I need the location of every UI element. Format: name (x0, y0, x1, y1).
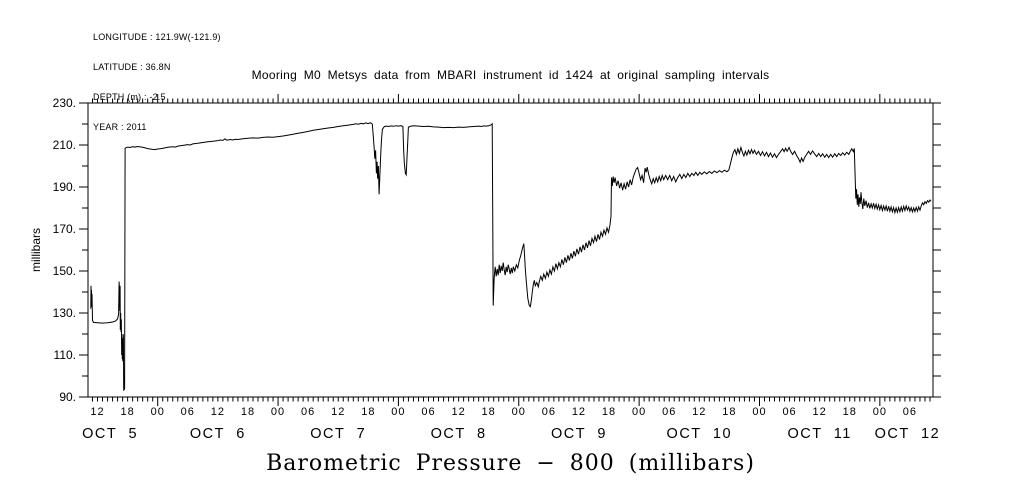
plot-frame (87, 102, 934, 398)
y-tick-label: 150. (53, 264, 76, 278)
y-tick-label: 90. (59, 390, 76, 404)
x-hour-label: 06 (782, 406, 796, 418)
x-hour-label: 18 (120, 406, 134, 418)
x-hour-label: 18 (722, 406, 736, 418)
x-hour-label: 18 (482, 406, 496, 418)
x-hour-label: 06 (662, 406, 676, 418)
y-tick-label: 190. (53, 180, 76, 194)
x-hour-label: 00 (271, 406, 285, 418)
x-hour-label: 12 (572, 406, 586, 418)
x-date-label: OCT 12 (875, 426, 941, 442)
x-hour-label: 12 (90, 406, 104, 418)
x-hour-label: 00 (752, 406, 766, 418)
x-hour-label: 12 (451, 406, 465, 418)
metadata-year: YEAR : 2011 (93, 122, 147, 132)
x-hour-label: 06 (542, 406, 556, 418)
x-date-label: OCT 7 (310, 426, 366, 442)
x-hour-label: 00 (391, 406, 405, 418)
y-tick-label: 170. (53, 222, 76, 236)
metadata-longitude: LONGITUDE : 121.9W(-121.9) (93, 32, 221, 42)
x-hour-label: 00 (632, 406, 646, 418)
x-hour-label: 06 (421, 406, 435, 418)
x-date-label: OCT 6 (190, 426, 246, 442)
pressure-line (90, 122, 932, 391)
x-date-label: OCT 10 (667, 426, 733, 442)
x-date-label: OCT 5 (82, 426, 138, 442)
x-date-label: OCT 8 (431, 426, 487, 442)
x-hour-label: 00 (512, 406, 526, 418)
y-axis-title: millibars (29, 228, 43, 272)
x-hour-label: 18 (241, 406, 255, 418)
x-hour-label: 06 (903, 406, 917, 418)
x-date-label: OCT 11 (787, 426, 851, 442)
x-hour-label: 06 (301, 406, 315, 418)
x-hour-label: 18 (843, 406, 857, 418)
x-hour-label: 12 (331, 406, 345, 418)
x-axis-caption: Barometric Pressure − 800 (millibars) (266, 451, 755, 476)
x-hour-label: 00 (873, 406, 887, 418)
x-hour-label: 18 (602, 406, 616, 418)
y-tick-label: 110. (54, 348, 76, 362)
x-hour-label: 12 (211, 406, 225, 418)
x-hour-label: 00 (151, 406, 165, 418)
y-tick-label: 210. (53, 138, 76, 152)
y-tick-label: 230. (53, 96, 76, 110)
x-date-label: OCT 9 (551, 426, 607, 442)
plot-title: Mooring M0 Metsys data from MBARI instru… (251, 68, 770, 82)
x-hour-label: 06 (181, 406, 195, 418)
metadata-latitude: LATITUDE : 36.8N (93, 62, 171, 72)
x-hour-label: 18 (361, 406, 375, 418)
y-tick-label: 130. (53, 306, 76, 320)
x-hour-label: 12 (692, 406, 706, 418)
x-hour-label: 12 (813, 406, 827, 418)
